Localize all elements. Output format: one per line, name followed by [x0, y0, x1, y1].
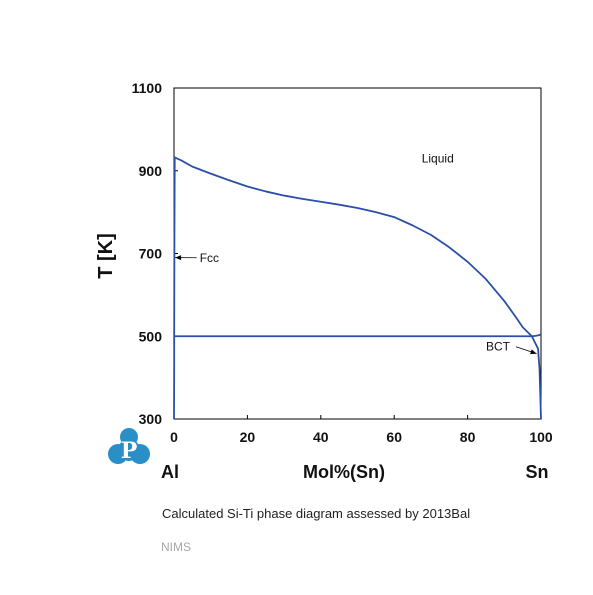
y-tick-label: 300 — [139, 411, 163, 427]
figure-caption: Calculated Si-Ti phase diagram assessed … — [162, 506, 471, 521]
phase-label-bct: BCT — [486, 340, 511, 354]
y-tick-label: 700 — [139, 246, 163, 262]
y-tick-label: 500 — [139, 328, 163, 344]
phase-label-fcc: Fcc — [200, 251, 219, 265]
logo-letter: P — [121, 438, 138, 464]
phase-boundary-line-5 — [531, 335, 542, 420]
phase-boundary-line-0 — [173, 156, 533, 337]
phase-label-liquid: Liquid — [422, 151, 454, 165]
source-label: NIMS — [161, 540, 191, 554]
x-axis-title: Mol%(Sn) — [303, 462, 385, 482]
x-tick-label: 60 — [386, 429, 402, 445]
x-tick-label: 0 — [170, 429, 178, 445]
y-tick-label: 900 — [139, 163, 163, 179]
y-tick-label: 1100 — [132, 80, 163, 96]
publisher-logo-icon: P — [108, 428, 150, 464]
annotation-arrowhead — [530, 349, 537, 355]
phase-annotations: Liquid Fcc BCT — [175, 151, 537, 355]
phase-boundaries — [173, 156, 542, 420]
left-element-label: Al — [161, 462, 179, 482]
axis-ticks: 0 20 40 60 80 100 300 500 700 900 1100 — [132, 80, 553, 445]
x-tick-label: 100 — [529, 429, 553, 445]
x-tick-label: 80 — [460, 429, 476, 445]
plot-frame — [173, 87, 542, 420]
annotation-arrowhead — [175, 255, 182, 261]
phase-boundary-line-3 — [173, 157, 176, 337]
y-axis-title: T [K] — [95, 233, 117, 279]
right-element-label: Sn — [525, 462, 548, 482]
x-tick-label: 20 — [240, 429, 256, 445]
phase-boundary-line-1 — [531, 333, 542, 338]
x-tick-label: 40 — [313, 429, 329, 445]
